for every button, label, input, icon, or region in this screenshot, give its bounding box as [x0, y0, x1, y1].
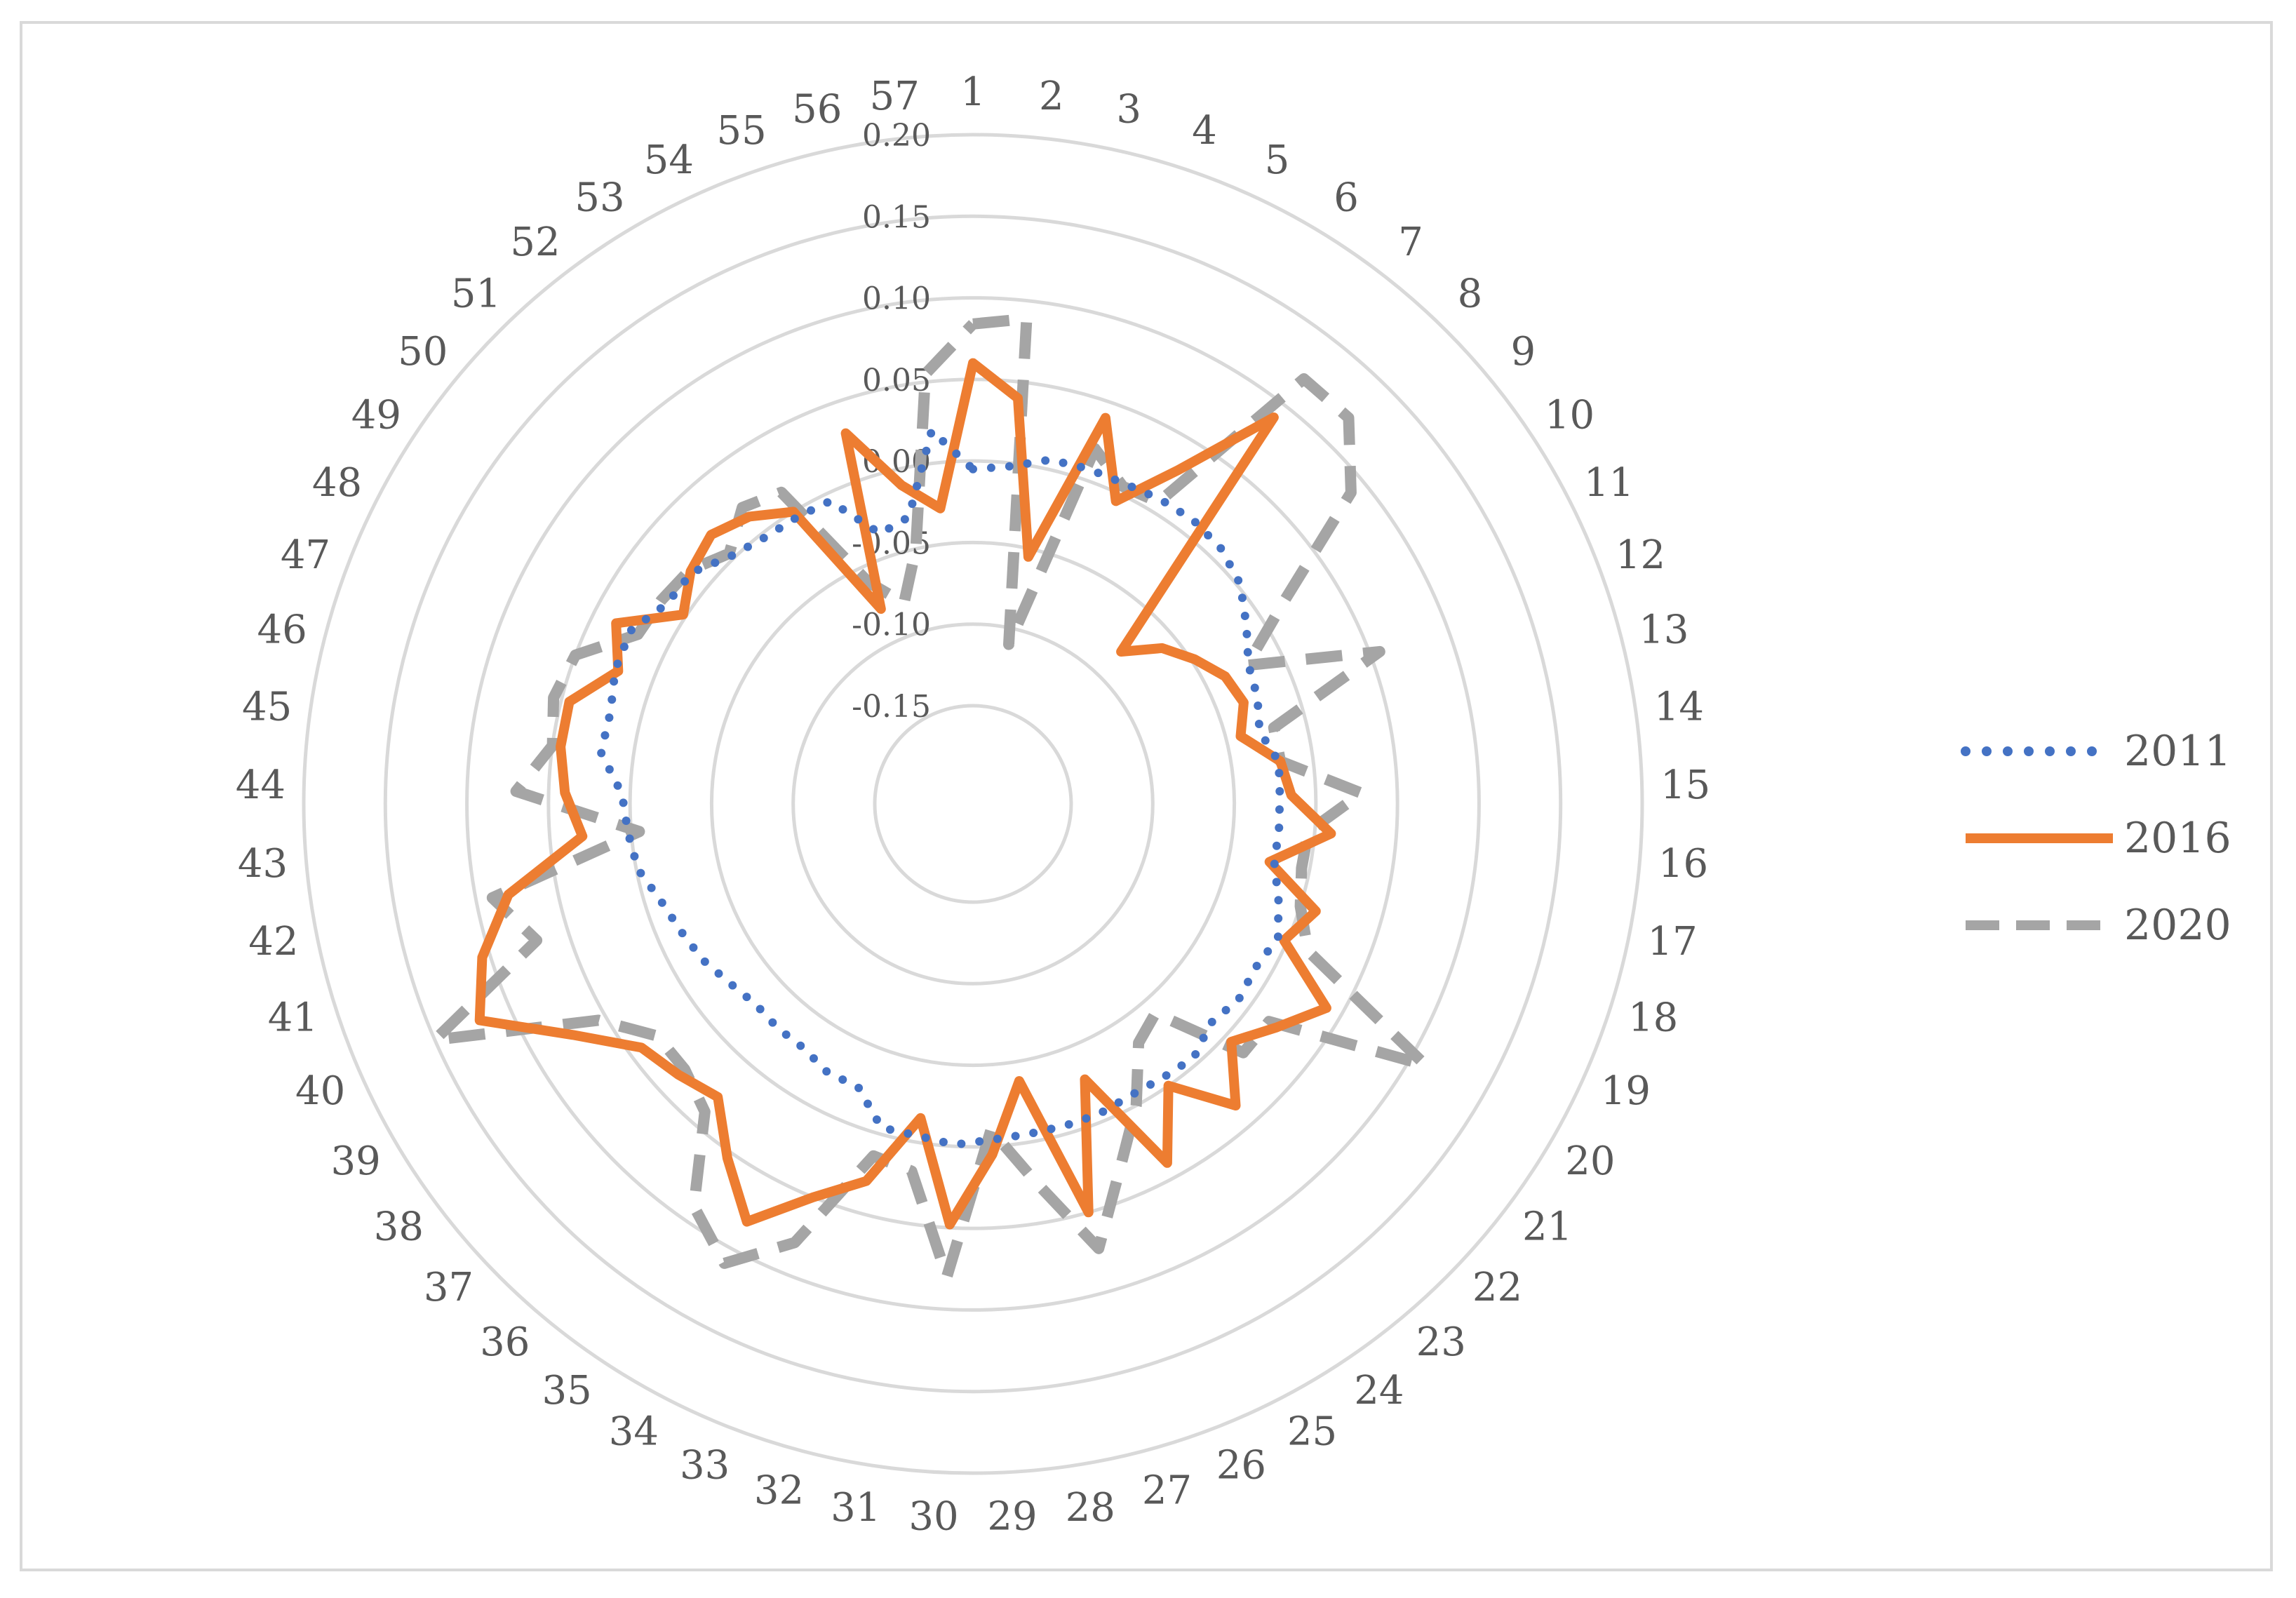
grid-ring-2: [709, 540, 1237, 1068]
category-label: 3: [1116, 87, 1141, 133]
series-lines: [429, 313, 1431, 1282]
category-label: 45: [242, 684, 292, 730]
category-label: 30: [908, 1493, 958, 1539]
legend-label-2016: 2016: [2124, 814, 2231, 863]
category-label: 13: [1639, 607, 1689, 653]
category-label: 42: [248, 919, 298, 965]
legend-item-2020: 2020: [1959, 882, 2267, 969]
series-line-2011: [596, 426, 1284, 1149]
category-label: 26: [1216, 1442, 1266, 1488]
category-label: 44: [236, 763, 286, 808]
grid-ring-5: [465, 296, 1481, 1312]
category-label: 16: [1658, 841, 1708, 887]
category-label: 34: [609, 1409, 659, 1455]
tick-label: -0.10: [852, 607, 931, 643]
category-label: 37: [424, 1265, 474, 1310]
legend-swatch-2011: [1961, 746, 2118, 756]
category-label: 51: [451, 271, 501, 317]
category-label: 54: [644, 137, 694, 183]
category-label: 49: [351, 392, 401, 438]
category-label: 32: [754, 1468, 804, 1514]
legend-item-2011: 2011: [1959, 708, 2267, 795]
category-label: 36: [480, 1320, 530, 1365]
category-label: 20: [1565, 1139, 1615, 1184]
grid-ring-7: [302, 133, 1644, 1475]
legend-swatch-2020: [1966, 920, 2113, 930]
category-label: 31: [831, 1485, 880, 1531]
legend-item-2016: 2016: [1959, 795, 2267, 882]
tick-label: 0.10: [862, 281, 931, 317]
category-label: 9: [1510, 329, 1536, 375]
category-label: 25: [1287, 1409, 1337, 1455]
category-label: 57: [870, 74, 920, 119]
category-label: 18: [1628, 995, 1678, 1040]
category-label: 15: [1660, 763, 1710, 808]
category-label: 17: [1648, 919, 1698, 965]
category-label: 41: [268, 995, 318, 1040]
category-label: 1: [960, 69, 986, 115]
category-label: 56: [792, 87, 842, 133]
category-label: 46: [257, 607, 307, 653]
category-label: 48: [312, 460, 362, 506]
category-label: 47: [281, 532, 330, 578]
category-label: 19: [1601, 1068, 1651, 1114]
category-label: 53: [575, 175, 624, 220]
category-label: 10: [1545, 392, 1595, 438]
category-label: 11: [1584, 460, 1634, 506]
legend-label-2020: 2020: [2124, 901, 2231, 950]
grid-ring-1: [791, 622, 1155, 986]
category-label: 50: [398, 329, 448, 375]
category-label: 28: [1066, 1485, 1115, 1531]
category-label: 40: [295, 1068, 345, 1114]
category-label: 43: [238, 841, 288, 887]
grid-ring-0: [873, 704, 1073, 904]
series-line-2020: [429, 313, 1431, 1282]
category-label: 24: [1354, 1368, 1404, 1414]
category-label: 33: [680, 1442, 730, 1488]
category-label: 6: [1334, 175, 1359, 220]
legend: 2011 2016 2020: [1959, 708, 2267, 969]
category-label: 7: [1398, 220, 1423, 265]
tick-label: 0.15: [862, 199, 931, 235]
category-label: 22: [1472, 1265, 1522, 1310]
legend-swatch-2016: [1966, 833, 2113, 843]
category-label: 5: [1265, 137, 1290, 183]
category-label: 27: [1142, 1468, 1192, 1514]
category-label: 52: [510, 220, 560, 265]
category-label: 8: [1458, 271, 1483, 317]
tick-label: -0.15: [852, 689, 931, 725]
category-label: 2: [1039, 74, 1064, 119]
category-label: 23: [1416, 1320, 1466, 1365]
radar-grid: [302, 133, 1644, 1475]
category-label: 39: [330, 1139, 380, 1184]
grid-ring-3: [628, 459, 1318, 1149]
category-label: 14: [1654, 684, 1704, 730]
category-label: 21: [1522, 1204, 1572, 1250]
category-label: 29: [987, 1493, 1037, 1539]
tick-label: 0.20: [862, 118, 931, 154]
category-label: 55: [716, 108, 766, 154]
category-label: 38: [374, 1204, 424, 1250]
series-line-2016: [474, 358, 1336, 1230]
category-label: 12: [1616, 532, 1665, 578]
category-label: 35: [542, 1368, 591, 1414]
grid-ring-4: [546, 377, 1399, 1230]
category-labels: 1 2 3 4567891011121314151617181920212223242…: [236, 69, 1710, 1539]
category-label: 4: [1192, 108, 1217, 154]
legend-label-2011: 2011: [2124, 727, 2231, 776]
grid-ring-6: [383, 214, 1563, 1394]
